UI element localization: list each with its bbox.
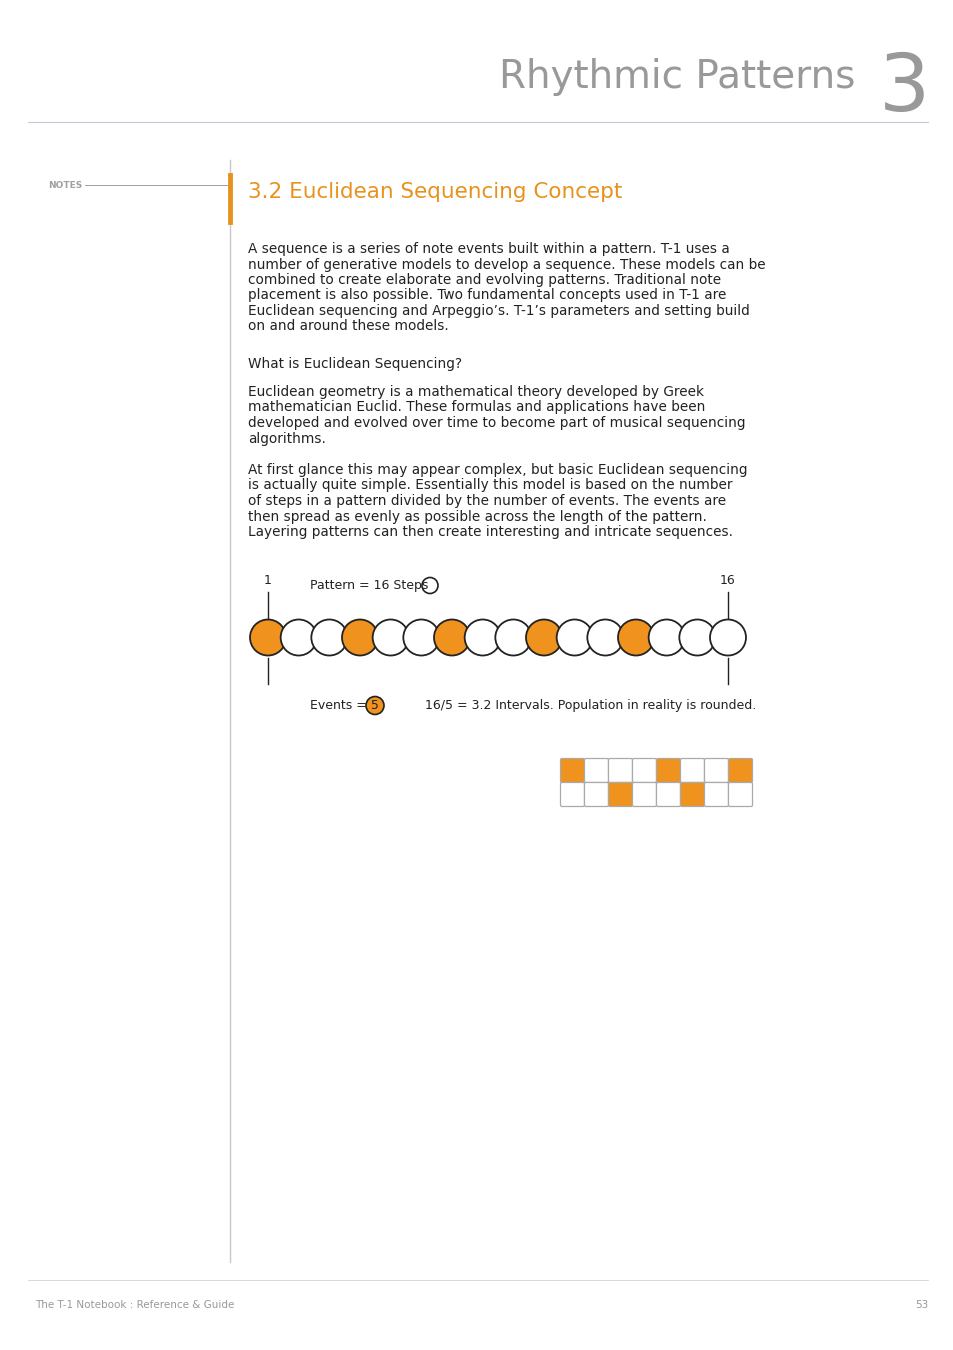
Text: What is Euclidean Sequencing?: What is Euclidean Sequencing? <box>248 356 461 371</box>
Circle shape <box>434 620 470 656</box>
Text: is actually quite simple. Essentially this model is based on the number: is actually quite simple. Essentially th… <box>248 478 732 493</box>
FancyBboxPatch shape <box>656 759 679 783</box>
Text: Pattern = 16 Steps: Pattern = 16 Steps <box>310 579 428 593</box>
Text: NOTES: NOTES <box>48 181 82 189</box>
Text: Layering patterns can then create interesting and intricate sequences.: Layering patterns can then create intere… <box>248 525 732 539</box>
Circle shape <box>709 620 745 656</box>
Text: algorithms.: algorithms. <box>248 432 326 446</box>
Circle shape <box>648 620 684 656</box>
Text: A sequence is a series of note events built within a pattern. T-1 uses a: A sequence is a series of note events bu… <box>248 242 729 256</box>
Text: of steps in a pattern divided by the number of events. The events are: of steps in a pattern divided by the num… <box>248 494 725 508</box>
Text: placement is also possible. Two fundamental concepts used in T-1 are: placement is also possible. Two fundamen… <box>248 289 725 302</box>
Text: 3.2 Euclidean Sequencing Concept: 3.2 Euclidean Sequencing Concept <box>248 182 621 202</box>
Text: on and around these models.: on and around these models. <box>248 320 448 333</box>
Text: Rhythmic Patterns: Rhythmic Patterns <box>498 58 854 96</box>
Circle shape <box>557 620 592 656</box>
Text: developed and evolved over time to become part of musical sequencing: developed and evolved over time to becom… <box>248 416 744 431</box>
Circle shape <box>250 620 286 656</box>
FancyBboxPatch shape <box>560 783 584 806</box>
Circle shape <box>464 620 500 656</box>
Circle shape <box>341 620 377 656</box>
Text: combined to create elaborate and evolving patterns. Traditional note: combined to create elaborate and evolvin… <box>248 273 720 288</box>
Circle shape <box>311 620 347 656</box>
Text: 16: 16 <box>720 575 735 587</box>
FancyBboxPatch shape <box>560 759 584 783</box>
FancyBboxPatch shape <box>584 783 608 806</box>
Text: 3: 3 <box>878 50 929 128</box>
FancyBboxPatch shape <box>703 759 728 783</box>
Text: then spread as evenly as possible across the length of the pattern.: then spread as evenly as possible across… <box>248 509 706 524</box>
FancyBboxPatch shape <box>703 783 728 806</box>
Circle shape <box>587 620 622 656</box>
Circle shape <box>403 620 439 656</box>
Text: 1: 1 <box>264 575 272 587</box>
Text: Events = 5: Events = 5 <box>310 699 378 711</box>
Text: The T-1 Notebook : Reference & Guide: The T-1 Notebook : Reference & Guide <box>35 1300 234 1310</box>
Text: Euclidean sequencing and Arpeggio’s. T-1’s parameters and setting build: Euclidean sequencing and Arpeggio’s. T-1… <box>248 304 749 319</box>
FancyBboxPatch shape <box>679 783 703 806</box>
Circle shape <box>525 620 561 656</box>
Circle shape <box>280 620 316 656</box>
FancyBboxPatch shape <box>656 783 679 806</box>
Text: At first glance this may appear complex, but basic Euclidean sequencing: At first glance this may appear complex,… <box>248 463 747 477</box>
Circle shape <box>495 620 531 656</box>
Text: 53: 53 <box>914 1300 927 1310</box>
FancyBboxPatch shape <box>728 759 752 783</box>
Circle shape <box>366 697 384 714</box>
Circle shape <box>679 620 715 656</box>
FancyBboxPatch shape <box>632 759 656 783</box>
FancyBboxPatch shape <box>608 759 632 783</box>
FancyBboxPatch shape <box>728 783 752 806</box>
Text: number of generative models to develop a sequence. These models can be: number of generative models to develop a… <box>248 258 765 271</box>
FancyBboxPatch shape <box>632 783 656 806</box>
FancyBboxPatch shape <box>584 759 608 783</box>
Text: 16/5 = 3.2 Intervals. Population in reality is rounded.: 16/5 = 3.2 Intervals. Population in real… <box>424 699 756 711</box>
Circle shape <box>618 620 654 656</box>
FancyBboxPatch shape <box>608 783 632 806</box>
Circle shape <box>373 620 408 656</box>
FancyBboxPatch shape <box>679 759 703 783</box>
Text: Euclidean geometry is a mathematical theory developed by Greek: Euclidean geometry is a mathematical the… <box>248 385 703 400</box>
Text: mathematician Euclid. These formulas and applications have been: mathematician Euclid. These formulas and… <box>248 401 704 414</box>
